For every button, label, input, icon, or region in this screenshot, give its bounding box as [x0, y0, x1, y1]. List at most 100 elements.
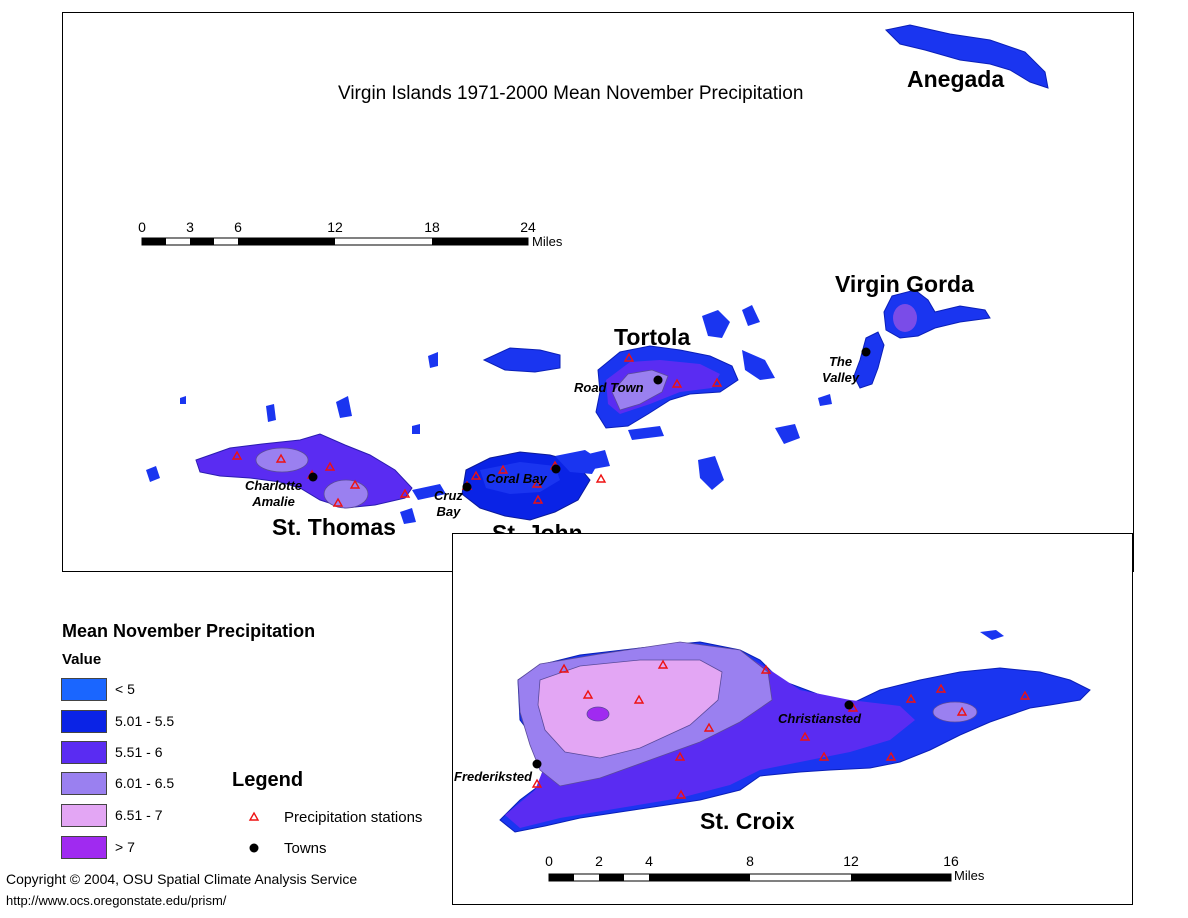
station-marker [349, 479, 361, 489]
scale-main-tick-3: 3 [186, 219, 194, 235]
station-marker [231, 450, 243, 460]
st-croix-peak [586, 706, 610, 722]
main-map-frame [62, 12, 1134, 572]
scale-inset-tick-16: 16 [943, 853, 959, 869]
legend-swatch-5-5.5 [61, 710, 107, 733]
cay-2 [702, 310, 730, 338]
station-marker [956, 706, 968, 716]
st-thomas-east-cays [412, 484, 446, 500]
symbol-legend-title: Legend [232, 769, 304, 791]
towns-inset [532, 700, 854, 769]
town-dot-christiansted [844, 700, 854, 710]
st-thomas-high-2 [323, 479, 369, 509]
town-dot-frederiksted [532, 759, 542, 769]
island-label-virgin-gorda: Virgin Gorda [835, 271, 974, 297]
town-label-road-town: Road Town [574, 380, 644, 395]
cay-6 [818, 394, 832, 406]
virgin-gorda-high [893, 304, 917, 332]
legend-swatch-5.5-6 [61, 741, 107, 764]
scale-main-tick-6: 6 [234, 219, 242, 235]
station-marker [633, 694, 645, 704]
islet-4 [180, 396, 186, 404]
legend-label-5-5.5: 5.01 - 5.5 [115, 713, 175, 729]
island-label-st-croix: St. Croix [700, 808, 795, 834]
station-marker [582, 689, 594, 699]
legend-title: Mean November Precipitation [62, 621, 316, 641]
town-label-frederiksted: Frederiksted [454, 769, 533, 784]
town-dot-coral-bay [551, 464, 561, 474]
scale-main-tick-18: 18 [424, 219, 440, 235]
station-marker [818, 751, 830, 761]
station-marker [470, 470, 482, 480]
symbol-legend-stations-label: Precipitation stations [284, 809, 423, 826]
station-marker [275, 453, 287, 463]
station-legend-icon [248, 811, 260, 821]
island-anegada-shape [884, 24, 1049, 89]
island-jost-van-dyke [482, 347, 561, 373]
stations-inset [531, 659, 1031, 799]
legend-label-gt7: > 7 [115, 839, 135, 855]
scale-bar-main [141, 237, 529, 246]
station-marker [532, 494, 544, 504]
st-john-east [555, 450, 600, 474]
st-thomas-high-1 [255, 447, 309, 473]
scale-inset-tick-2: 2 [595, 853, 603, 869]
scale-main-tick-24: 24 [520, 219, 536, 235]
cay-1 [742, 350, 775, 380]
town-label-cruz-line2: Bay [436, 504, 461, 519]
scale-inset-tick-0: 0 [545, 853, 553, 869]
islet-5 [146, 466, 160, 482]
cay-3 [742, 305, 760, 326]
station-marker [623, 352, 635, 362]
st-croix-band-top [537, 659, 723, 759]
scale-main-tick-12: 12 [327, 219, 343, 235]
legend-swatch-gt7 [61, 836, 107, 859]
station-marker [885, 751, 897, 761]
legend-subtitle: Value [62, 651, 102, 668]
island-label-tortola: Tortola [614, 324, 691, 350]
legend-swatch-lt5 [61, 678, 107, 701]
cay-5 [698, 456, 724, 490]
station-marker [703, 722, 715, 732]
scale-main-units: Miles [532, 234, 563, 249]
islet-2 [336, 396, 352, 418]
copyright-text: Copyright © 2004, OSU Spatial Climate An… [6, 871, 358, 887]
town-label-charlotte-line2: Amalie [252, 494, 295, 509]
town-dot-road-town [653, 375, 663, 385]
legend-label-6.5-7: 6.51 - 7 [115, 807, 163, 823]
st-croix-east-high [932, 701, 978, 723]
scale-main-tick-0: 0 [138, 219, 146, 235]
cay-7 [628, 426, 664, 440]
legend-label-lt5: < 5 [115, 681, 135, 697]
station-marker [1019, 690, 1031, 700]
source-url: http://www.ocs.oregonstate.edu/prism/ [6, 893, 227, 908]
islet-3 [412, 424, 420, 434]
town-label-the-valley: The Valley [822, 354, 859, 386]
station-marker [671, 378, 683, 388]
station-marker [711, 377, 723, 387]
station-marker [531, 778, 543, 788]
scale-inset-tick-12: 12 [843, 853, 859, 869]
symbol-legend-towns-label: Towns [284, 840, 327, 857]
virgin-gorda-arm [853, 331, 885, 389]
station-marker [497, 464, 509, 474]
scale-inset-tick-4: 4 [645, 853, 653, 869]
towns-main [308, 347, 871, 492]
station-marker [935, 683, 947, 693]
legend-swatch-6.5-7 [61, 804, 107, 827]
town-label-coral-bay: Coral Bay [486, 471, 547, 486]
town-label-christiansted: Christiansted [778, 711, 862, 726]
station-marker [675, 789, 687, 799]
town-dot-the-valley [861, 347, 871, 357]
station-marker [760, 664, 772, 674]
station-marker [558, 663, 570, 673]
cay-4 [775, 424, 800, 444]
town-label-the-valley-line1: The [828, 354, 853, 369]
town-label-charlotte-line1: Charlotte [245, 478, 303, 493]
town-dot-cruz-bay [462, 482, 472, 492]
scale-inset-tick-8: 8 [746, 853, 754, 869]
map-title: Virgin Islands 1971-2000 Mean November P… [338, 83, 804, 104]
island-label-st-thomas: St. Thomas [272, 514, 396, 540]
